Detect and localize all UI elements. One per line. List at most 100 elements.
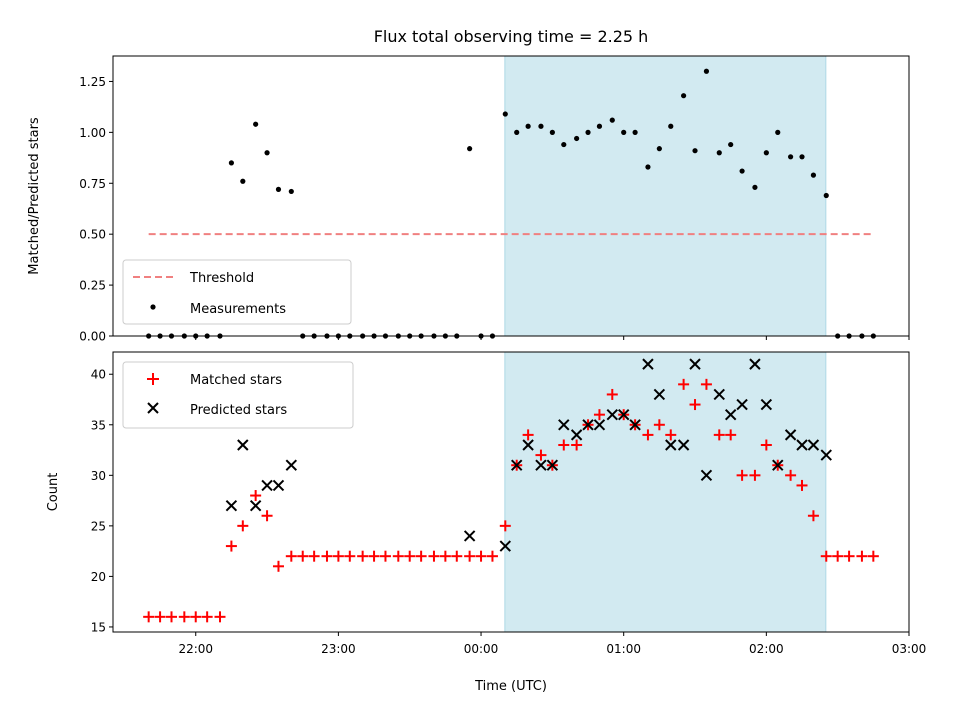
measurement-point bbox=[799, 154, 805, 160]
predicted-point bbox=[570, 429, 583, 441]
predicted-point bbox=[225, 499, 238, 512]
legend-measurements-swatch bbox=[150, 304, 156, 310]
predicted-point bbox=[760, 398, 773, 411]
measurement-point bbox=[240, 178, 246, 184]
matched-point bbox=[225, 540, 237, 552]
predicted-point bbox=[558, 419, 570, 431]
matched-point bbox=[689, 399, 701, 411]
matched-point bbox=[843, 550, 855, 562]
matched-point bbox=[713, 429, 725, 441]
matched-point bbox=[642, 429, 654, 441]
measurement-point bbox=[275, 186, 282, 192]
predicted-point bbox=[642, 358, 654, 370]
bottom-panel: 15 20 25 30 35 40 22:00 23:00 00:00 01:00 02:00 03… bbox=[46, 351, 927, 694]
x-tick-label: 01:00 bbox=[606, 642, 641, 656]
y-tick-label: 20 bbox=[91, 570, 106, 584]
matched-point bbox=[725, 429, 737, 441]
measurement-point bbox=[692, 148, 698, 154]
legend-matched-label: Matched stars bbox=[190, 373, 282, 388]
measurement-point bbox=[752, 184, 758, 190]
matched-point bbox=[297, 550, 309, 562]
measurement-point bbox=[502, 111, 508, 117]
x-tick-label: 22:00 bbox=[178, 642, 213, 656]
matched-point bbox=[749, 469, 761, 481]
legend-predicted-label: Predicted stars bbox=[190, 403, 287, 418]
y-tick-label: 30 bbox=[91, 469, 106, 483]
matched-point bbox=[308, 550, 320, 562]
matched-point bbox=[535, 449, 547, 461]
matched-point bbox=[261, 510, 273, 522]
matched-point bbox=[379, 550, 391, 562]
measurement-point bbox=[561, 141, 567, 148]
predicted-point bbox=[820, 449, 832, 461]
measurement-point bbox=[288, 188, 294, 195]
y-tick-label: 1.00 bbox=[79, 126, 106, 140]
measurement-point bbox=[716, 150, 722, 156]
x-tick-label: 03:00 bbox=[892, 642, 927, 656]
predicted-point bbox=[772, 459, 784, 471]
measurement-point bbox=[810, 172, 817, 178]
measurement-point bbox=[467, 146, 473, 152]
predicted-point bbox=[272, 479, 285, 492]
matched-point bbox=[321, 550, 333, 562]
matched-point bbox=[190, 611, 202, 623]
measurement-point bbox=[681, 93, 687, 99]
measurement-point bbox=[621, 129, 627, 135]
matched-point bbox=[464, 550, 476, 562]
shaded-interval bbox=[504, 351, 827, 633]
matched-point bbox=[593, 409, 605, 421]
predicted-point bbox=[689, 358, 701, 370]
predicted-point bbox=[736, 398, 748, 411]
predicted-point bbox=[463, 530, 476, 542]
predicted-point bbox=[700, 469, 713, 482]
y-tick-label: 0.50 bbox=[79, 228, 106, 242]
predicted-point bbox=[237, 439, 249, 451]
predicted-point bbox=[593, 419, 606, 431]
matched-point bbox=[451, 550, 463, 562]
x-axis-label: Time (UTC) bbox=[474, 679, 547, 694]
matched-point bbox=[678, 378, 690, 390]
matched-point bbox=[250, 490, 262, 502]
predicted-point bbox=[606, 408, 618, 421]
matched-point bbox=[143, 611, 155, 623]
matched-point bbox=[653, 419, 665, 431]
measurement-point bbox=[763, 150, 769, 156]
measurement-point bbox=[514, 129, 520, 135]
measurement-point bbox=[656, 146, 662, 152]
predicted-point bbox=[617, 408, 630, 421]
measurement-point bbox=[668, 123, 674, 129]
matched-point bbox=[439, 550, 451, 562]
matched-point bbox=[522, 429, 534, 441]
predicted-point bbox=[499, 540, 512, 552]
matched-point bbox=[392, 550, 404, 562]
predicted-point bbox=[653, 388, 666, 401]
matched-point bbox=[368, 550, 380, 562]
matched-point bbox=[785, 469, 797, 481]
matched-point bbox=[796, 479, 808, 491]
matched-point bbox=[237, 520, 249, 532]
top-panel: 0.00 0.25 0.50 0.75 1.00 1.25 Matched/Predict… bbox=[27, 55, 910, 344]
shaded-interval bbox=[504, 55, 827, 337]
matched-point bbox=[415, 550, 427, 562]
measurement-point bbox=[253, 121, 259, 127]
measurement-point bbox=[585, 129, 591, 135]
matched-point bbox=[285, 550, 297, 562]
measurement-point bbox=[525, 123, 531, 129]
matched-point bbox=[165, 611, 177, 623]
predicted-point bbox=[546, 459, 559, 471]
measurement-point bbox=[228, 160, 235, 166]
matched-point bbox=[571, 439, 583, 451]
matched-point bbox=[332, 550, 344, 562]
matched-point bbox=[404, 550, 416, 562]
x-tick-label: 00:00 bbox=[464, 642, 499, 656]
measurement-point bbox=[775, 129, 781, 135]
predicted-point bbox=[535, 459, 547, 471]
matched-point bbox=[665, 429, 677, 441]
predicted-point bbox=[582, 419, 594, 431]
bottom-legend-box bbox=[122, 361, 354, 429]
measurement-point bbox=[739, 168, 745, 174]
y-tick-label: 0.25 bbox=[79, 279, 106, 293]
x-tick-label: 02:00 bbox=[749, 642, 784, 656]
predicted-point bbox=[629, 419, 641, 431]
